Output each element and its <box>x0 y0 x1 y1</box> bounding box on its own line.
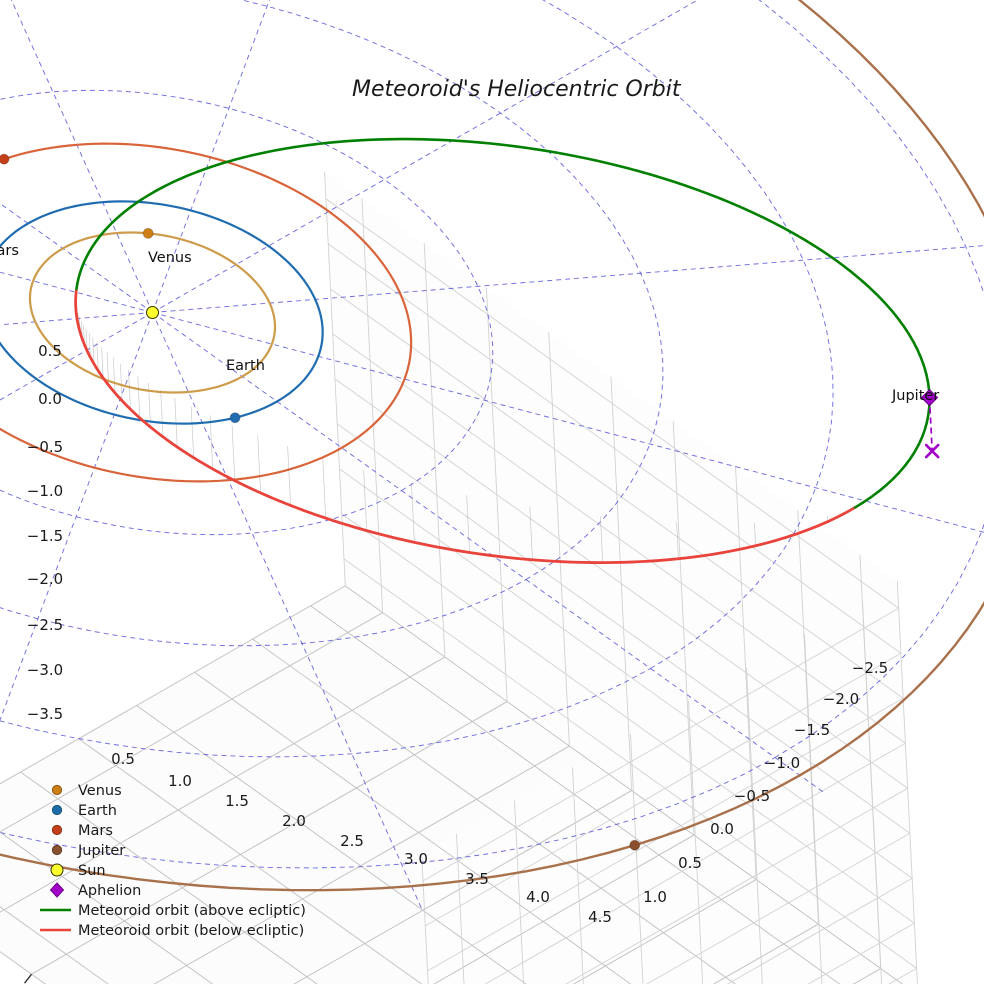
legend-marker-circle <box>51 804 63 816</box>
celestial-body-markers <box>0 153 940 851</box>
tick-label: −2.0 <box>823 690 859 708</box>
tick-label: −3.0 <box>27 661 63 679</box>
venus-label: Venus <box>148 250 192 266</box>
legend-item[interactable]: Meteoroid orbit (above ecliptic) <box>40 903 306 919</box>
planet-orbit-curves <box>0 0 984 892</box>
mars-label: Mars <box>0 243 19 259</box>
legend-label: Mars <box>78 823 113 839</box>
tick-label: −1.0 <box>764 754 800 772</box>
legend-item[interactable]: Meteoroid orbit (below ecliptic) <box>40 923 304 939</box>
legend-item[interactable]: Aphelion <box>49 882 142 899</box>
tick-label: −3.5 <box>27 705 63 723</box>
jupiter-label: Jupiter <box>891 388 939 404</box>
tick-label: −2.0 <box>27 570 63 588</box>
tick-label: −0.5 <box>27 438 63 456</box>
legend-marker-circle <box>51 844 63 856</box>
legend-label: Aphelion <box>78 883 141 899</box>
meteoroid-orbit-curve <box>74 137 931 565</box>
tick-label: −0.5 <box>734 787 770 805</box>
axis-tick-marks <box>23 973 33 984</box>
tick-label: 2.0 <box>282 812 306 830</box>
legend-marker-circle <box>51 784 63 796</box>
tick-label: −2.5 <box>852 659 888 677</box>
tick-label: 4.0 <box>526 888 550 906</box>
legend-label: Venus <box>78 783 122 799</box>
legend-item[interactable]: Venus <box>51 783 122 799</box>
z-axis-tick-labels: 0.5 0.0 −0.5 −1.0 −1.5 −2.0 −2.5 −3.0 −3.5 <box>27 342 63 723</box>
tick-label: 3.0 <box>404 850 428 868</box>
legend-label: Sun <box>78 863 106 879</box>
legend: Venus Earth Mars Jupiter Sun Aphelion Meteoroi… <box>40 783 306 939</box>
backwall-gridlines <box>324 171 918 984</box>
tick-label: 1.0 <box>643 888 667 906</box>
legend-item[interactable]: Jupiter <box>51 843 125 859</box>
tick-label: −1.5 <box>27 527 63 545</box>
earth-label: Earth <box>226 358 265 374</box>
tick-label: 3.5 <box>465 870 489 888</box>
tick-label: 0.0 <box>710 820 734 838</box>
y-axis-tick-labels: 1.0 0.5 0.0−0.5 −1.0 −1.5 −2.0 −2.5 <box>643 659 888 906</box>
body-name-labels: Mars Venus Earth Jupiter <box>0 243 939 404</box>
tick-label: −2.5 <box>27 616 63 634</box>
tick-label: 1.0 <box>168 772 192 790</box>
legend-marker-circle <box>50 863 64 877</box>
page-title: Meteoroid's Heliocentric Orbit <box>352 77 682 102</box>
legend-item[interactable]: Sun <box>50 863 106 879</box>
tick-label: 1.5 <box>225 792 249 810</box>
legend-marker-diamond <box>49 882 65 898</box>
legend-label: Jupiter <box>77 843 125 859</box>
tick-label: 0.5 <box>678 854 702 872</box>
tick-label: 0.5 <box>111 750 135 768</box>
floor-gridlines <box>0 585 904 984</box>
legend-item[interactable]: Mars <box>51 823 113 839</box>
legend-item[interactable]: Earth <box>51 803 117 819</box>
tick-label: 4.5 <box>588 908 612 926</box>
tick-label: −1.0 <box>27 482 63 500</box>
legend-label: Meteoroid orbit (below ecliptic) <box>78 923 304 939</box>
tick-label: 2.5 <box>340 832 364 850</box>
x-axis-tick-labels: 0.5 1.0 1.5 2.0 2.5 3.0 3.5 4.0 4.5 <box>111 750 612 926</box>
tick-label: 0.5 <box>38 342 62 360</box>
legend-marker-circle <box>51 824 63 836</box>
legend-label: Meteoroid orbit (above ecliptic) <box>78 903 306 919</box>
tick-label: 0.0 <box>38 390 62 408</box>
aphelion-projection-line <box>928 397 934 452</box>
tick-label: −1.5 <box>794 721 830 739</box>
legend-label: Earth <box>78 803 117 819</box>
